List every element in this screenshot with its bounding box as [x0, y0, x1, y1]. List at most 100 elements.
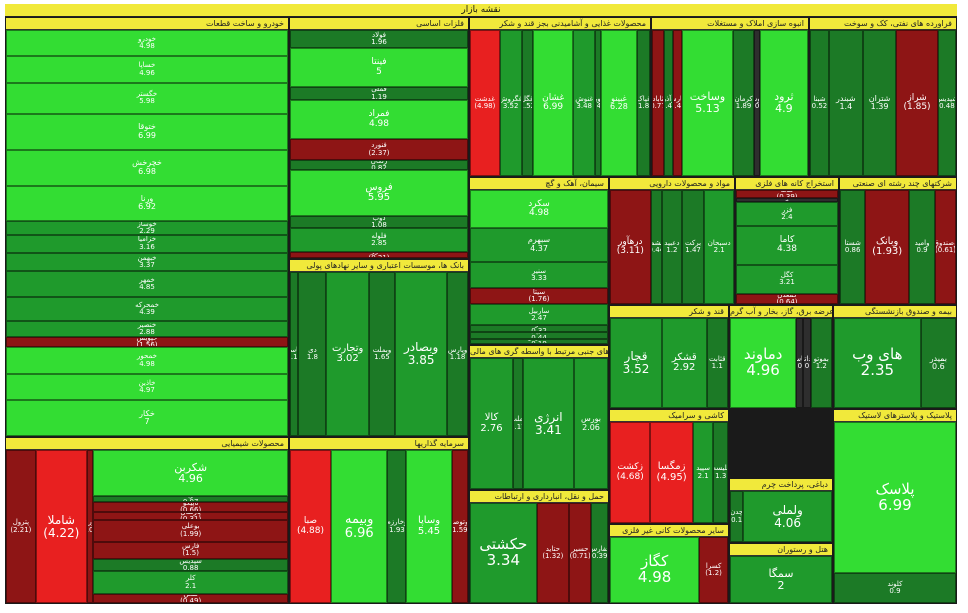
stock-tile[interactable]: شپدیس 0.88: [93, 559, 288, 572]
stock-tile[interactable]: خساپا 4.96: [6, 56, 288, 83]
stock-tile[interactable]: وساخت 5.13: [682, 30, 733, 176]
stock-tile[interactable]: چدن 0.1: [730, 491, 744, 542]
stock-tile[interactable]: وامید 0.9: [909, 190, 936, 304]
sector-header[interactable]: بانک ها، موسسات اعتباری و سایر نهادهای پ…: [290, 260, 468, 272]
stock-tile[interactable]: وبملت 1.65: [368, 272, 396, 436]
stock-tile[interactable]: سفارس0.19: [470, 338, 608, 344]
stock-tile[interactable]: دپیشمک0.44: [650, 190, 663, 304]
sector-header[interactable]: سایر محصولات کانی غیر فلزی: [610, 525, 728, 537]
stock-tile[interactable]: دماوند 4.96: [730, 318, 797, 408]
stock-tile[interactable]: دی 1.8: [298, 272, 327, 436]
stock-tile[interactable]: ورنا 6.92: [6, 185, 288, 222]
stock-tile[interactable]: غپاک 1.8: [637, 30, 650, 176]
stock-tile[interactable]: خکار 7: [6, 400, 288, 436]
stock-tile[interactable]: سیتا (1.76): [470, 288, 608, 305]
stock-tile[interactable]: وبیمه 6.96: [330, 450, 388, 603]
stock-tile[interactable]: ذوب 1.08: [290, 216, 468, 229]
stock-tile[interactable]: بپاس0: [796, 318, 804, 408]
stock-tile[interactable]: وپاسار0.12: [290, 272, 299, 436]
stock-tile[interactable]: خودرو 4.98: [6, 30, 288, 57]
stock-tile[interactable]: فولاد 1.96: [290, 30, 468, 48]
sector-header[interactable]: قند و شکر: [610, 306, 728, 318]
stock-tile[interactable]: تلیسه1.3: [713, 422, 728, 523]
stock-tile[interactable]: حتاید (1.32): [536, 503, 570, 603]
stock-tile[interactable]: ثرود 4.9: [759, 30, 808, 176]
stock-tile[interactable]: خاذین 4.97: [6, 373, 288, 401]
stock-tile[interactable]: حسیر (0.71): [569, 503, 592, 603]
stock-tile[interactable]: کلوند 0.9: [834, 573, 956, 603]
stock-tile[interactable]: نوری(0.01): [86, 450, 94, 603]
stock-tile[interactable]: ثاباد(0.77): [652, 30, 665, 176]
stock-tile[interactable]: سبهرم 4.37: [470, 227, 608, 262]
stock-tile[interactable]: داتا0: [803, 318, 811, 408]
stock-tile[interactable]: کلر 2.1: [93, 571, 288, 594]
sector-header[interactable]: انبوه سازی املاک و مستغلات: [652, 18, 808, 30]
stock-tile[interactable]: ختوقا 6.99: [6, 113, 288, 150]
stock-tile[interactable]: غگروش 3.52: [499, 30, 522, 176]
stock-tile[interactable]: پارسان(0.31): [93, 512, 288, 520]
stock-tile[interactable]: شکربن 4.96: [93, 450, 288, 497]
stock-tile[interactable]: فنورد (2.37): [290, 139, 468, 161]
stock-tile[interactable]: قثابت 1.1: [706, 318, 728, 408]
stock-tile[interactable]: بموتو 1.2: [810, 318, 832, 408]
sector-header[interactable]: خودرو و ساخت قطعات: [6, 18, 288, 30]
stock-tile[interactable]: فزر 2.4: [736, 202, 838, 226]
stock-tile[interactable]: بورس 2.06: [574, 358, 608, 489]
sector-header[interactable]: دباغی، پرداخت چرم: [730, 479, 832, 491]
stock-tile[interactable]: فینتا 5: [290, 48, 468, 88]
stock-tile[interactable]: خمحرکه 4.39: [6, 297, 288, 321]
stock-tile[interactable]: کاما 4.38: [736, 225, 838, 265]
stock-tile[interactable]: کگاز 4.98: [610, 537, 700, 603]
stock-tile[interactable]: شراز (1.85): [896, 30, 938, 176]
stock-tile[interactable]: وتجارت 3.02: [326, 272, 369, 436]
stock-tile[interactable]: کمعدن (0.64): [736, 294, 838, 304]
stock-tile[interactable]: وپارس 1.18: [447, 272, 468, 436]
stock-tile[interactable]: برکت 1.47: [681, 190, 705, 304]
sector-header[interactable]: فعالیت های جنبی مرتبط با واسطه گری های م…: [470, 346, 608, 358]
stock-tile[interactable]: شغن (0.49): [93, 593, 288, 603]
stock-tile[interactable]: خبهمن 3.37: [6, 252, 288, 272]
stock-tile[interactable]: خزامیا 3.16: [6, 234, 288, 253]
stock-tile[interactable]: غشان 6.99: [532, 30, 574, 176]
stock-tile[interactable]: حفارس0.39: [591, 503, 608, 603]
stock-tile[interactable]: وبانک (1.93): [865, 190, 910, 304]
stock-tile[interactable]: فارس (1.5): [93, 541, 288, 560]
sector-header[interactable]: حمل و نقل، انبارداری و ارتباطات: [470, 491, 608, 503]
stock-tile[interactable]: کدما(0.39): [736, 190, 838, 198]
stock-tile[interactable]: صبا (4.88): [290, 450, 331, 603]
stock-tile[interactable]: دعبید 1.2: [662, 190, 682, 304]
sector-header[interactable]: محصولات غذایی و آشامیدنی بجز قند و شکر: [470, 18, 650, 30]
stock-tile[interactable]: قشکر 2.92: [662, 318, 707, 408]
stock-tile[interactable]: زکشت (4.68): [610, 422, 651, 523]
stock-tile[interactable]: بوعلی (1.99): [93, 520, 288, 542]
sector-header[interactable]: فلزات اساسی: [290, 18, 468, 30]
stock-tile[interactable]: های وب 2.35: [834, 318, 921, 408]
stock-tile[interactable]: غنوش 3.48: [573, 30, 596, 176]
stock-tile[interactable]: خگستر 5.98: [6, 82, 288, 114]
stock-tile[interactable]: فمراد 4.98: [290, 99, 468, 140]
stock-tile[interactable]: تملت0.17: [512, 358, 523, 489]
stock-tile[interactable]: قچار 3.52: [610, 318, 663, 408]
stock-tile[interactable]: خمحور 4.98: [6, 347, 288, 374]
stock-tile[interactable]: وساپا 5.45: [406, 450, 452, 603]
stock-tile[interactable]: بمیدر 0.6: [920, 318, 956, 408]
stock-tile[interactable]: تاپیکو (0.66): [93, 501, 288, 513]
stock-tile[interactable]: ساربیل 2.47: [470, 304, 608, 326]
stock-tile[interactable]: ثفارس(0.43): [673, 30, 683, 176]
stock-tile[interactable]: زنگان 0.82: [290, 160, 468, 171]
stock-tile[interactable]: شبندر 1.4: [828, 30, 863, 176]
sector-header[interactable]: شرکتهای چند رشته ای صنعتی: [840, 178, 956, 190]
stock-tile[interactable]: وتوصا(1.59): [451, 450, 468, 603]
sector-header[interactable]: عرضه برق، گاز، بخار و آب گرم: [730, 306, 832, 318]
stock-tile[interactable]: کرمان 1.89: [732, 30, 755, 176]
sector-header[interactable]: بیمه و صندوق بازنشستگی: [834, 306, 956, 318]
stock-tile[interactable]: شتران 1.39: [862, 30, 897, 176]
stock-tile[interactable]: آریا0.07: [93, 496, 288, 502]
stock-tile[interactable]: فروس 5.95: [290, 170, 468, 217]
stock-tile[interactable]: سمگا 2: [730, 556, 832, 603]
sector-header[interactable]: سرمایه گذاریها: [290, 438, 468, 450]
stock-tile[interactable]: فلوله 2.85: [290, 228, 468, 253]
stock-tile[interactable]: سپید 2.1: [692, 422, 714, 523]
